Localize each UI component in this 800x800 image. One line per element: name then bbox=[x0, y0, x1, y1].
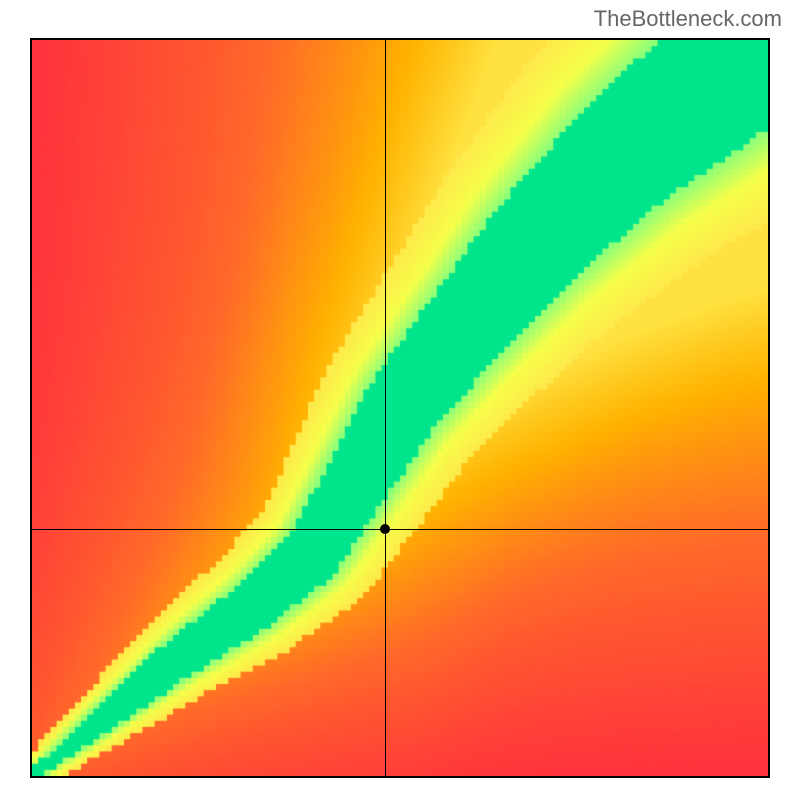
plot-frame bbox=[30, 38, 770, 778]
watermark-text: TheBottleneck.com bbox=[594, 6, 782, 32]
crosshair-marker bbox=[380, 524, 390, 534]
heatmap-canvas bbox=[32, 40, 768, 776]
crosshair-horizontal bbox=[32, 529, 768, 530]
chart-container: TheBottleneck.com bbox=[0, 0, 800, 800]
crosshair-vertical bbox=[385, 40, 386, 776]
